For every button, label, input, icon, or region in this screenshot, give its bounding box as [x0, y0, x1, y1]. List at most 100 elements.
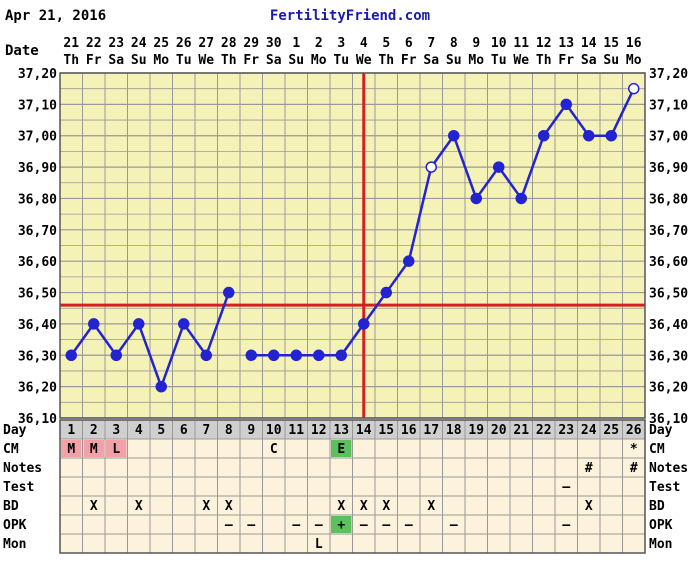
table-cell-cm: * [630, 442, 638, 457]
date-tick-label: 26 [176, 36, 192, 51]
temperature-line-segment [452, 135, 478, 199]
temperature-point-open [425, 161, 437, 173]
temperature-point [515, 192, 527, 205]
table-cell-highlight [61, 440, 82, 457]
temperature-line-segment [182, 323, 208, 357]
table-cell-bd: X [360, 499, 368, 514]
table-cell-bd: X [225, 499, 233, 514]
date-tick-label: 14 [581, 36, 597, 51]
temperature-line-segment [610, 88, 635, 137]
date-tick-label: 25 [153, 36, 169, 51]
temperature-point [538, 129, 550, 142]
temperature-line-segment [475, 166, 500, 200]
row-label-test-right: Test [649, 480, 680, 495]
temperature-line-segment [497, 166, 523, 200]
y-tick-label-left: 37,10 [18, 98, 57, 113]
weekday-tick-label: Mo [468, 53, 484, 68]
weekday-tick-label: Tu [176, 53, 192, 68]
weekday-tick-label: Su [446, 53, 462, 68]
table-cell-bd: X [382, 499, 390, 514]
date-tick-label: 1 [292, 36, 300, 51]
temperature-point [245, 349, 257, 362]
temperature-point [133, 318, 145, 330]
row-label-notes-left: Notes [3, 461, 42, 476]
date-tick-label: 30 [266, 36, 282, 51]
row-label-test-left: Test [3, 480, 34, 495]
table-cell-test: – [562, 480, 570, 495]
table-cell-day: 23 [558, 423, 574, 438]
y-tick-label-right: 37,00 [649, 130, 688, 145]
temperature-point [335, 349, 347, 362]
row-label-day-left: Day [3, 423, 27, 438]
y-tick-label-right: 37,10 [649, 98, 688, 113]
temperature-point [290, 349, 302, 362]
temperature-line-segment [385, 260, 410, 294]
weekday-tick-label: Fr [86, 53, 102, 68]
table-cell-day: 16 [401, 423, 417, 438]
table-cell-day: 2 [90, 423, 98, 438]
y-tick-label-left: 37,00 [18, 130, 57, 145]
weekday-tick-label: Fr [558, 53, 574, 68]
temperature-line-segment [407, 166, 433, 262]
weekday-tick-label: Fr [243, 53, 259, 68]
date-tick-label: 4 [360, 36, 368, 51]
weekday-tick-label: Fr [401, 53, 417, 68]
table-cell-bd: X [337, 499, 345, 514]
date-label: Date [5, 43, 39, 59]
table-cell-notes: # [630, 461, 638, 476]
weekday-tick-label: Sa [108, 53, 124, 68]
table-cell-day: 15 [378, 423, 394, 438]
row-label-opk-right: OPK [649, 518, 673, 533]
y-tick-label-left: 36,60 [18, 255, 57, 270]
table-cell-day: 6 [180, 423, 188, 438]
date-tick-label: 5 [382, 36, 390, 51]
table-cell-day: 21 [513, 423, 529, 438]
table-cell-cm: M [90, 442, 98, 457]
temperature-point [380, 286, 392, 299]
date-tick-label: 7 [427, 36, 435, 51]
temperature-point [583, 129, 595, 142]
table-cell-day: 10 [266, 423, 282, 438]
table-cell-bd: X [135, 499, 143, 514]
table-cell-day: 4 [135, 423, 143, 438]
y-tick-label-left: 36,90 [18, 161, 57, 176]
weekday-tick-label: Sa [581, 53, 597, 68]
table-cell-opk: – [247, 518, 255, 533]
date-tick-label: 21 [63, 36, 79, 51]
y-tick-label-right: 36,40 [649, 318, 688, 333]
y-tick-label-right: 36,10 [649, 412, 688, 427]
table-cell-day: 14 [356, 423, 372, 438]
table-cell-day: 18 [446, 423, 462, 438]
table-cell-day: 7 [202, 423, 210, 438]
table-cell-cm: C [270, 442, 278, 457]
temperature-line-segment [340, 323, 365, 357]
temperature-point-open [628, 82, 640, 95]
table-cell-opk: – [450, 518, 458, 533]
weekday-tick-label: Th [63, 53, 79, 68]
table-cell-bd: X [585, 499, 593, 514]
row-label-bd-left: BD [3, 499, 19, 514]
temperature-point [448, 129, 460, 142]
temperature-line-segment [92, 323, 118, 357]
table-cell-day: 13 [333, 423, 349, 438]
site-link[interactable]: FertilityFriend.com [270, 8, 430, 24]
table-cell-day: 12 [311, 423, 327, 438]
temperature-line-segment [160, 323, 185, 388]
table-cell-opk: – [292, 518, 300, 533]
date-tick-label: 12 [536, 36, 552, 51]
row-label-mon-right: Mon [649, 537, 672, 552]
table-cell-day: 20 [491, 423, 507, 438]
table-cell-bd: X [90, 499, 98, 514]
temperature-point [268, 349, 280, 362]
temperature-line-segment [137, 323, 163, 388]
row-label-notes-right: Notes [649, 461, 688, 476]
y-tick-label-right: 36,20 [649, 381, 688, 396]
table-cell-day: 25 [603, 423, 619, 438]
date-tick-label: 16 [626, 36, 642, 51]
date-tick-label: 27 [198, 36, 214, 51]
temperature-point [358, 318, 370, 330]
temperature-point [470, 192, 482, 205]
weekday-tick-label: Su [603, 53, 619, 68]
weekday-tick-label: Sa [423, 53, 439, 68]
